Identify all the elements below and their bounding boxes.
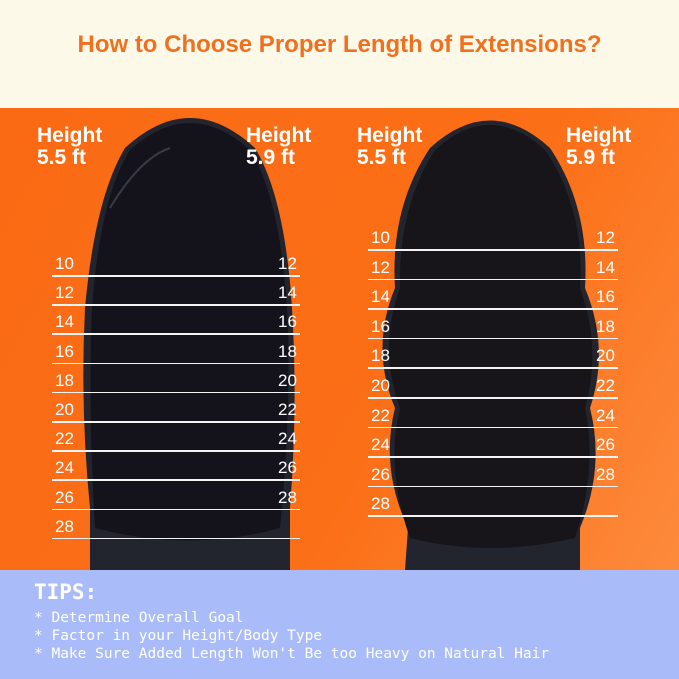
length-marker-line xyxy=(368,337,618,340)
tips-section: TIPS: * Determine Overall Goal * Factor … xyxy=(0,570,679,679)
length-label-left: 22 xyxy=(55,429,74,449)
length-label-left: 28 xyxy=(55,516,74,536)
length-label-right: 12 xyxy=(278,254,297,273)
length-label-right: 22 xyxy=(596,376,615,395)
height-label-right: Height 5.9 ft xyxy=(566,125,631,169)
length-label-left: 14 xyxy=(55,312,74,332)
tip-item: * Factor in your Height/Body Type xyxy=(34,628,323,644)
length-label-right: 12 xyxy=(596,228,615,247)
height-value: 5.5 ft xyxy=(37,146,87,169)
length-label-right: 18 xyxy=(596,316,615,336)
height-label-left: Height 5.5 ft xyxy=(357,125,422,169)
height-label-left: Height 5.5 ft xyxy=(37,125,102,169)
length-marker-line xyxy=(52,537,300,540)
straight-hair-image xyxy=(83,118,295,570)
tip-item: * Make Sure Added Length Won't Be too He… xyxy=(34,646,550,662)
straight-hair-panel: Height 5.5 ft Height 5.9 ft 10 12 14 16 18 20 22 24… xyxy=(0,108,311,570)
length-label-right: 22 xyxy=(278,400,297,419)
length-label-right: 16 xyxy=(596,287,615,307)
header: How to Choose Proper Length of Extension… xyxy=(0,0,679,108)
length-marker-line xyxy=(368,515,618,517)
length-label-right: 28 xyxy=(278,487,297,507)
length-label-right: 26 xyxy=(278,458,297,478)
length-label-left: 20 xyxy=(55,400,74,419)
length-label-right: 24 xyxy=(596,405,615,425)
height-label-word: Height xyxy=(246,124,312,147)
length-marker-line xyxy=(52,333,300,335)
length-marker-line xyxy=(52,479,300,481)
length-marker-line xyxy=(368,367,618,369)
length-marker-line xyxy=(52,304,300,306)
height-label-word: Height xyxy=(37,124,103,147)
height-value: 5.5 ft xyxy=(357,146,407,169)
length-label-left: 26 xyxy=(55,487,74,507)
length-label-left: 24 xyxy=(55,458,74,478)
length-marker-line xyxy=(52,508,300,511)
length-marker-line xyxy=(52,450,300,452)
length-marker-line xyxy=(52,391,300,394)
length-label-left: 20 xyxy=(371,376,390,395)
length-label-right: 14 xyxy=(596,257,615,277)
length-label-right: 28 xyxy=(596,464,615,484)
height-value: 5.9 ft xyxy=(566,146,616,169)
length-label-left: 16 xyxy=(55,341,74,361)
length-marker-line xyxy=(52,275,300,277)
length-label-right: 20 xyxy=(278,370,297,390)
height-label-word: Height xyxy=(357,124,423,147)
length-label-right: 16 xyxy=(278,312,297,332)
length-label-left: 22 xyxy=(371,405,390,425)
height-label-right: Height 5.9 ft xyxy=(246,125,311,169)
length-marker-line xyxy=(52,421,300,423)
length-label-right: 20 xyxy=(596,346,615,366)
length-label-left: 28 xyxy=(371,494,390,514)
height-label-word: Height xyxy=(566,124,632,147)
length-marker-line xyxy=(52,362,300,365)
length-label-left: 14 xyxy=(371,287,390,307)
tips-title: TIPS: xyxy=(34,580,98,604)
tip-item: * Determine Overall Goal xyxy=(34,610,244,626)
length-marker-line xyxy=(368,308,618,310)
length-label-left: 18 xyxy=(371,346,390,366)
length-marker-line xyxy=(368,426,618,429)
length-label-right: 26 xyxy=(596,435,615,455)
page-title: How to Choose Proper Length of Extension… xyxy=(77,31,602,58)
length-marker-line xyxy=(368,397,618,399)
length-label-right: 14 xyxy=(278,283,297,303)
length-label-left: 12 xyxy=(55,283,74,303)
length-label-left: 12 xyxy=(371,257,390,277)
length-label-right: 24 xyxy=(278,429,297,449)
length-marker-line xyxy=(368,278,618,281)
length-label-left: 16 xyxy=(371,316,390,336)
length-label-left: 24 xyxy=(371,435,390,455)
height-value: 5.9 ft xyxy=(246,146,296,169)
length-chart-area: Height 5.5 ft Height 5.9 ft 10 12 14 16 18 20 22 24… xyxy=(0,108,679,570)
length-label-left: 18 xyxy=(55,370,74,390)
length-marker-line xyxy=(368,485,618,488)
wavy-hair-panel: Height 5.5 ft Height 5.9 ft 10 12 14 16 18 20 22 24… xyxy=(340,108,640,570)
length-label-left: 26 xyxy=(371,464,390,484)
length-marker-line xyxy=(368,456,618,458)
length-label-left: 10 xyxy=(371,228,390,247)
length-label-right: 18 xyxy=(278,341,297,361)
length-marker-line xyxy=(368,249,618,251)
length-label-left: 10 xyxy=(55,254,74,273)
